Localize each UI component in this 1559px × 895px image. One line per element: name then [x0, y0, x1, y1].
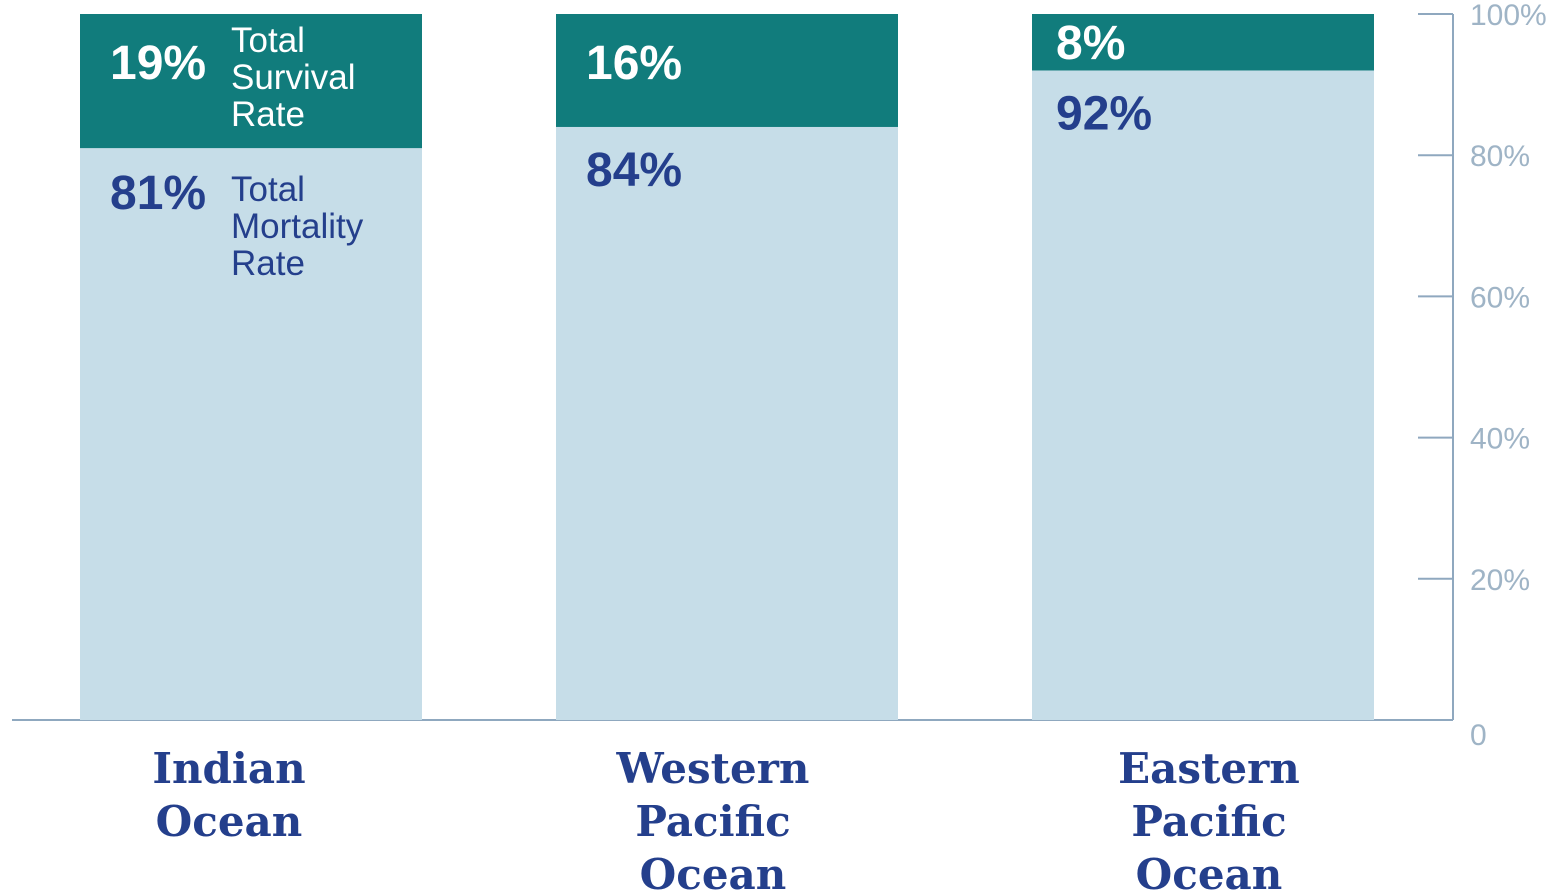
value-label: 92%: [1056, 87, 1152, 140]
value-label: 8%: [1056, 17, 1125, 70]
series-label: Total Mortality Rate: [231, 171, 391, 282]
value-label: 16%: [586, 37, 682, 90]
category-label: Indian Ocean: [152, 742, 305, 848]
category-label: Eastern Pacific Ocean: [1118, 742, 1300, 895]
value-label: 19%: [110, 37, 206, 90]
y-tick-label: 20%: [1470, 564, 1530, 597]
value-label: 81%: [110, 167, 206, 220]
y-tick-label: 60%: [1470, 281, 1530, 314]
value-label: 84%: [586, 144, 682, 197]
page: 020%40%60%80%100%81%19%84%16%92%8% (() =…: [0, 0, 1559, 895]
bar-segment: [1032, 70, 1374, 720]
y-tick-label: 40%: [1470, 423, 1530, 456]
bar-segment: [556, 127, 898, 720]
y-tick-label: 0: [1470, 719, 1487, 752]
y-tick-label: 80%: [1470, 140, 1530, 173]
series-label: Total Survival Rate: [231, 22, 391, 133]
category-label: Western Pacific Ocean: [617, 742, 810, 895]
y-tick-label: 100%: [1470, 0, 1547, 32]
